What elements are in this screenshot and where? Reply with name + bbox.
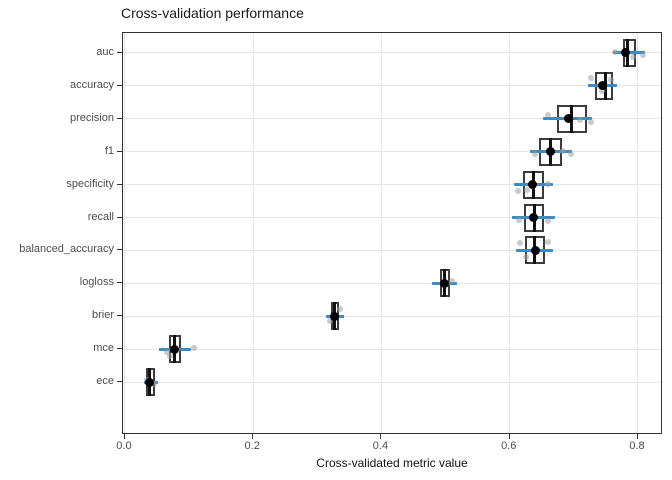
horizontal-gridline [123, 118, 661, 120]
fold-point [190, 345, 197, 352]
fold-point [515, 187, 522, 194]
horizontal-gridline [123, 315, 661, 317]
y-tick-label: mce [93, 342, 114, 355]
mean-dot [169, 344, 179, 354]
y-tick-mark [117, 216, 122, 218]
fold-point [166, 353, 173, 360]
mean-dot [528, 180, 538, 190]
mean-dot [145, 377, 155, 387]
horizontal-gridline [123, 381, 661, 383]
x-tick-label: 0.2 [244, 440, 260, 452]
horizontal-gridline [123, 348, 661, 350]
fold-point [599, 87, 606, 94]
y-tick-label: auc [96, 45, 114, 58]
fold-point [337, 306, 344, 313]
fold-point [545, 217, 552, 224]
fold-point [576, 116, 583, 123]
fold-point [327, 318, 334, 325]
chart-title: Cross-validation performance [121, 5, 304, 21]
fold-point [545, 111, 552, 118]
fold-point [587, 74, 594, 81]
mean-dot [528, 213, 538, 223]
vertical-gridline [509, 33, 511, 433]
y-tick-label: specificity [66, 177, 114, 190]
fold-point [522, 254, 529, 261]
fold-point [630, 53, 637, 60]
x-tick-label: 0.4 [372, 440, 389, 452]
horizontal-gridline [123, 151, 661, 153]
y-tick-mark [117, 150, 122, 152]
fold-point [588, 118, 595, 125]
fold-point [608, 76, 615, 83]
vertical-gridline [380, 33, 382, 433]
fold-point [524, 186, 531, 193]
x-tick-mark [508, 434, 510, 439]
fold-point [640, 51, 647, 58]
fold-point [559, 147, 566, 154]
vertical-gridline [252, 33, 254, 433]
horizontal-gridline [123, 217, 661, 219]
fold-point [449, 278, 455, 285]
fold-point [611, 48, 618, 55]
fold-point [516, 240, 523, 247]
y-tick-mark [117, 282, 122, 284]
x-tick-label: 0.6 [501, 440, 517, 452]
fold-point [151, 381, 158, 388]
fold-point [544, 239, 551, 246]
y-tick-mark [117, 51, 122, 53]
horizontal-gridline [123, 282, 661, 284]
horizontal-gridline [123, 184, 661, 186]
mean-dot [530, 245, 540, 255]
y-tick-label: brier [91, 309, 114, 322]
y-tick-mark [117, 249, 122, 251]
y-tick-label: ece [96, 375, 114, 388]
y-tick-mark [117, 84, 122, 86]
y-tick-mark [117, 381, 122, 383]
mean-dot [563, 114, 573, 124]
fold-point [532, 150, 539, 157]
y-tick-label: precision [69, 111, 114, 124]
y-tick-mark [117, 315, 122, 317]
y-tick-label: accuracy [69, 78, 114, 91]
fold-point [515, 216, 522, 223]
mean-dot [440, 278, 450, 288]
y-tick-label: logloss [79, 276, 114, 289]
x-tick-mark [252, 434, 254, 439]
mean-dot [621, 48, 631, 58]
horizontal-gridline [123, 52, 661, 54]
y-tick-label: recall [87, 210, 114, 223]
x-tick-mark [380, 434, 382, 439]
y-tick-label: balanced_accuracy [19, 243, 114, 256]
y-tick-label: f1 [104, 144, 114, 157]
y-tick-mark [117, 117, 122, 119]
fold-point [163, 349, 170, 356]
plot-panel [122, 32, 662, 434]
mean-dot [330, 311, 340, 321]
x-axis-title: Cross-validated metric value [316, 456, 468, 470]
fold-point [545, 180, 552, 187]
y-tick-mark [117, 348, 122, 350]
horizontal-gridline [123, 249, 661, 251]
x-tick-mark [123, 434, 125, 439]
x-tick-label: 0.0 [116, 440, 132, 452]
mean-dot [545, 147, 555, 157]
y-tick-mark [117, 183, 122, 185]
x-tick-mark [636, 434, 638, 439]
fold-point [568, 150, 575, 157]
vertical-gridline [124, 33, 126, 433]
mean-dot [598, 81, 608, 91]
x-tick-label: 0.8 [629, 440, 645, 452]
vertical-gridline [637, 33, 639, 433]
horizontal-gridline [123, 85, 661, 87]
